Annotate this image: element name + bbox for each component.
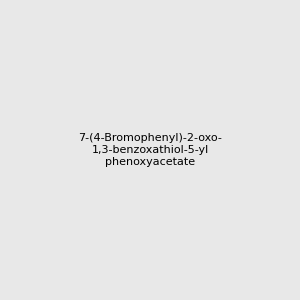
Text: 7-(4-Bromophenyl)-2-oxo-
1,3-benzoxathiol-5-yl
phenoxyacetate: 7-(4-Bromophenyl)-2-oxo- 1,3-benzoxathio… [78,134,222,166]
